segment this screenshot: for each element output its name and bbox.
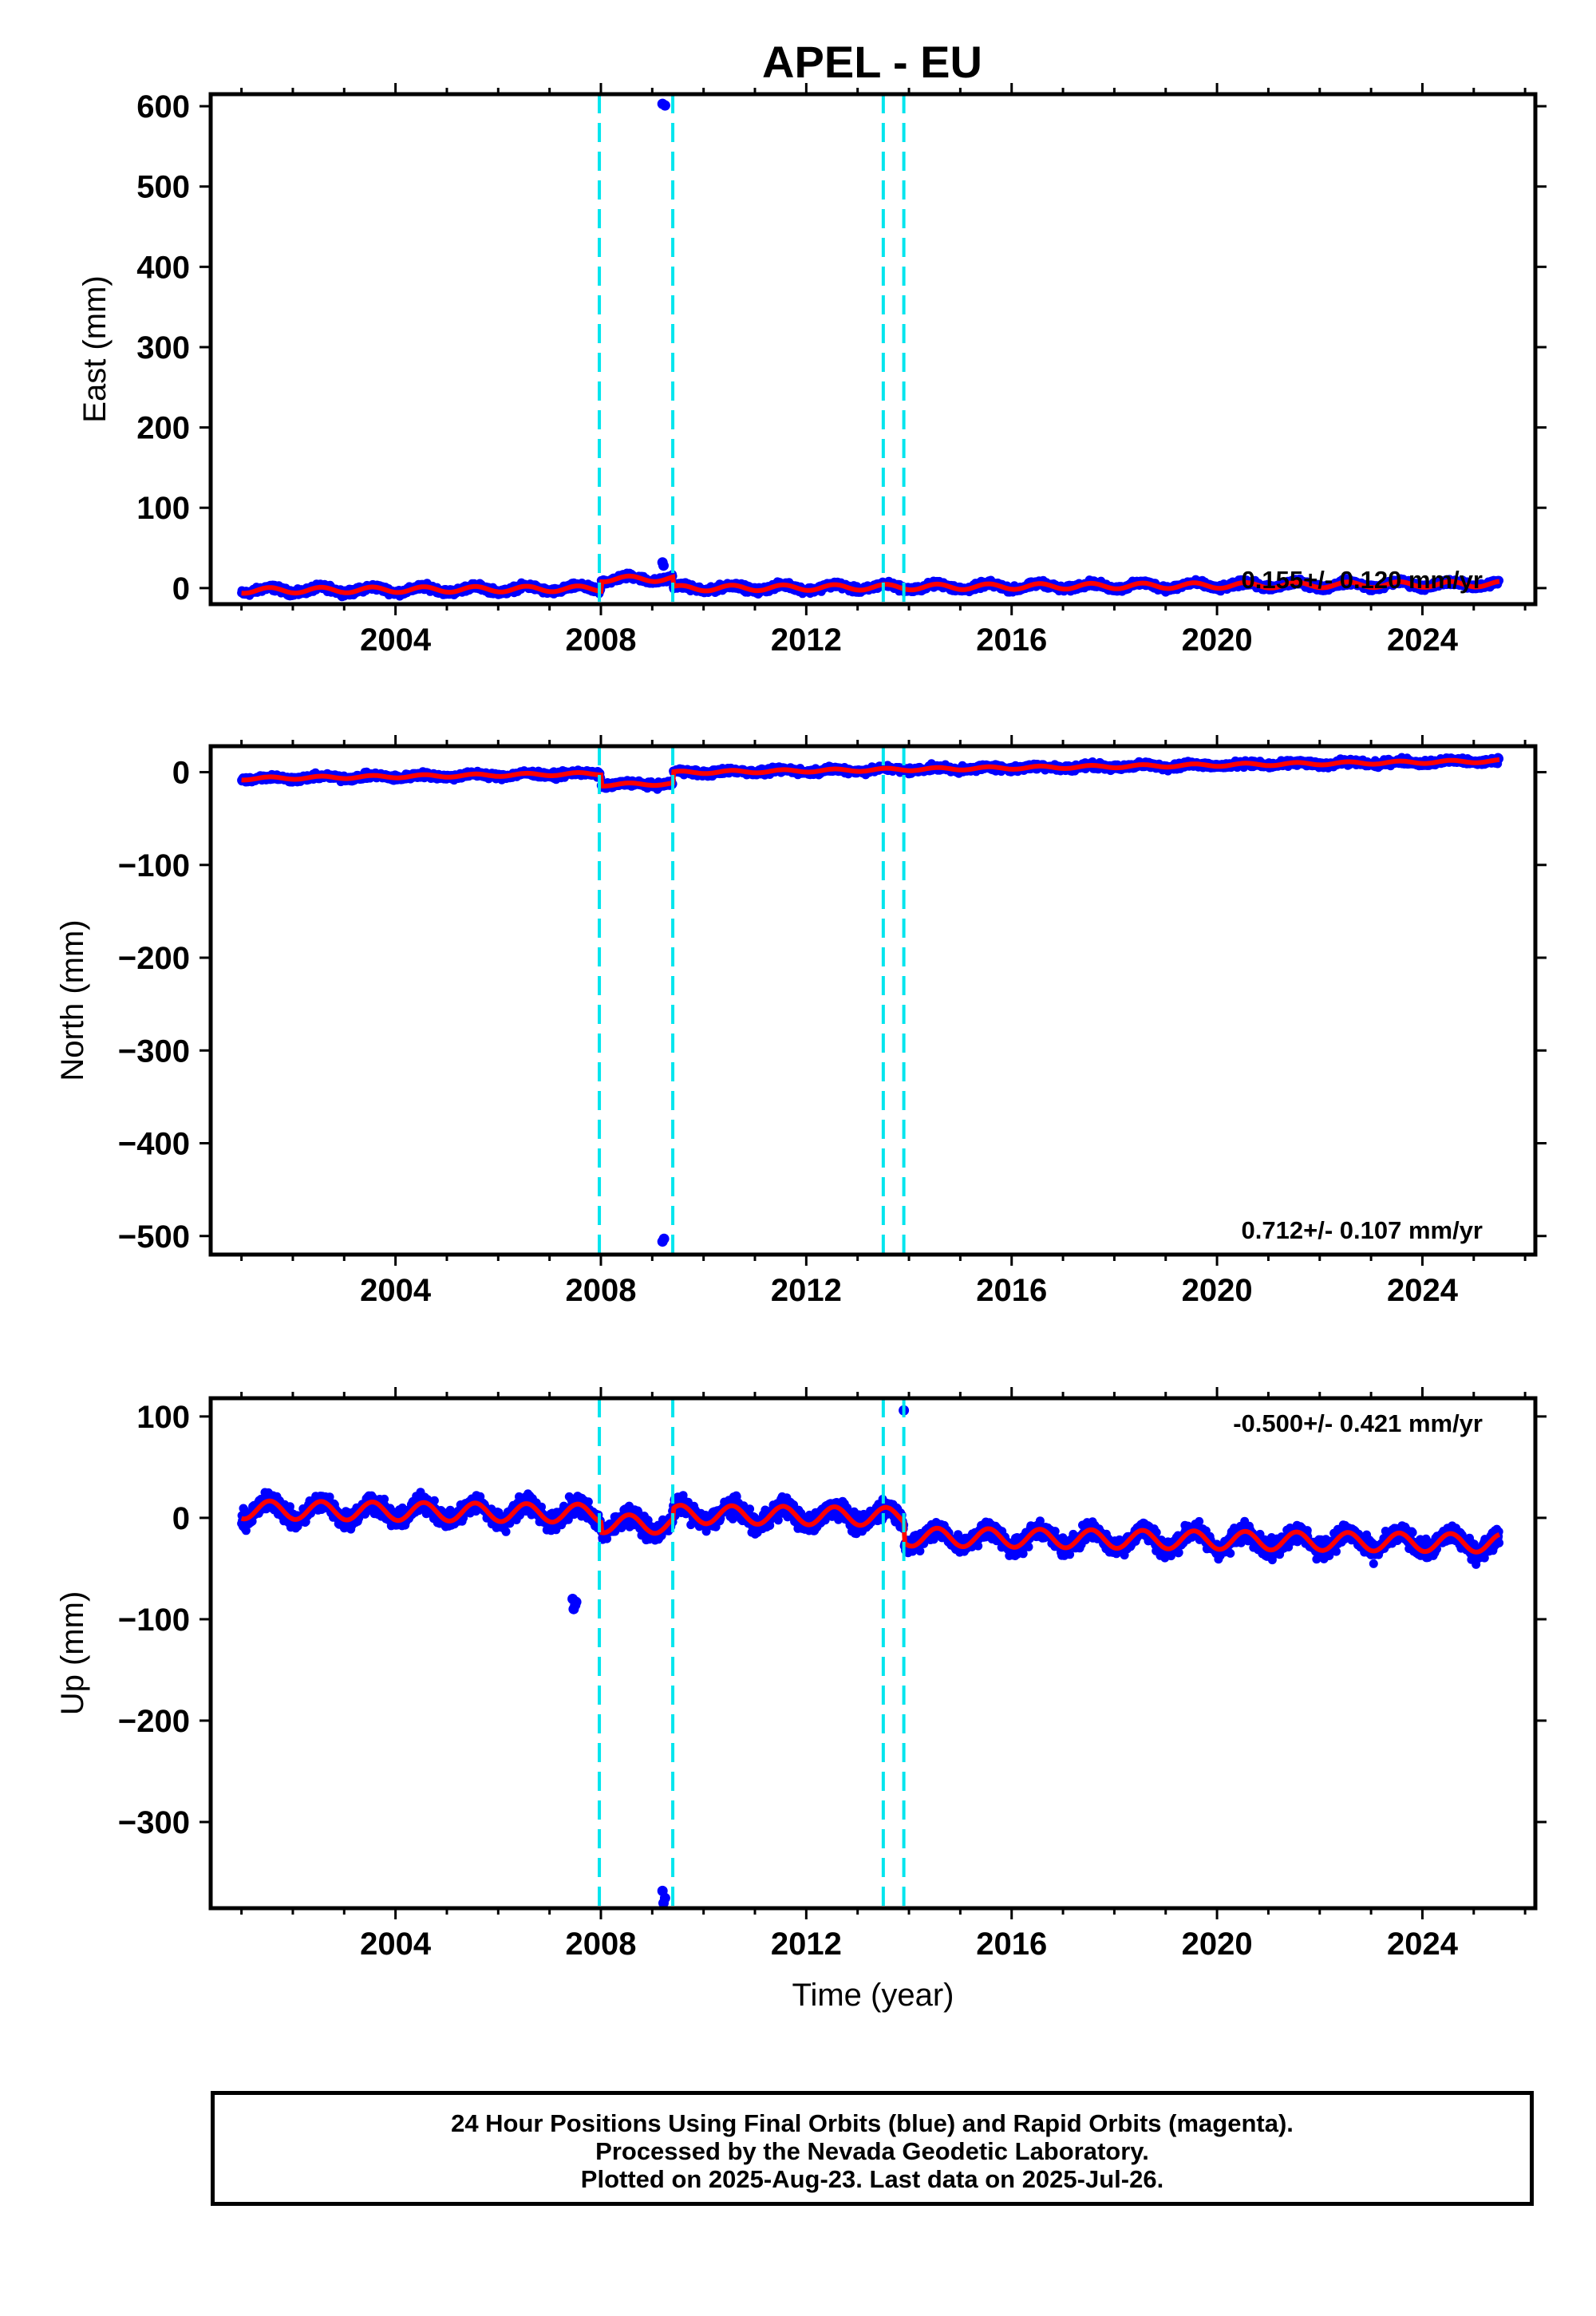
- x-tick-label: 2004: [360, 622, 432, 658]
- y-axis-label: East (mm): [77, 275, 113, 422]
- y-tick-label: 100: [136, 491, 190, 526]
- data-series-final: [237, 753, 1504, 1247]
- plot-area: [237, 746, 1504, 1255]
- outlier-point: [658, 560, 669, 571]
- x-tick-label: 2008: [566, 622, 637, 658]
- y-tick-label: 0: [172, 571, 190, 607]
- panel-1: 2004 2008 2012 2016 2020 2024 0 100 200 300 400 500…: [77, 83, 1547, 658]
- x-tick-label: 2016: [976, 622, 1047, 658]
- axes-frame: [208, 92, 1538, 607]
- y-tick-label: 500: [136, 170, 190, 205]
- x-tick-label: 2024: [1387, 622, 1459, 658]
- plot-area: [237, 94, 1504, 604]
- y-tick-label: 400: [136, 250, 190, 285]
- y-tick-label: 600: [136, 89, 190, 124]
- y-tick-label: 200: [136, 411, 190, 446]
- x-tick-label: 2020: [1182, 622, 1253, 658]
- chart-title: APEL - EU: [762, 37, 982, 87]
- x-tick-label: 2012: [771, 622, 842, 658]
- y-tick-label: 300: [136, 330, 190, 366]
- panel-2: 2004 2008 2012 2016 2020 20240−100−200−300−40…: [55, 735, 1547, 1308]
- outlier-point: [659, 100, 670, 111]
- data-series-final: [237, 98, 1504, 602]
- velocity-annotation: 0.155+/- 0.120 mm/yr: [1242, 566, 1483, 594]
